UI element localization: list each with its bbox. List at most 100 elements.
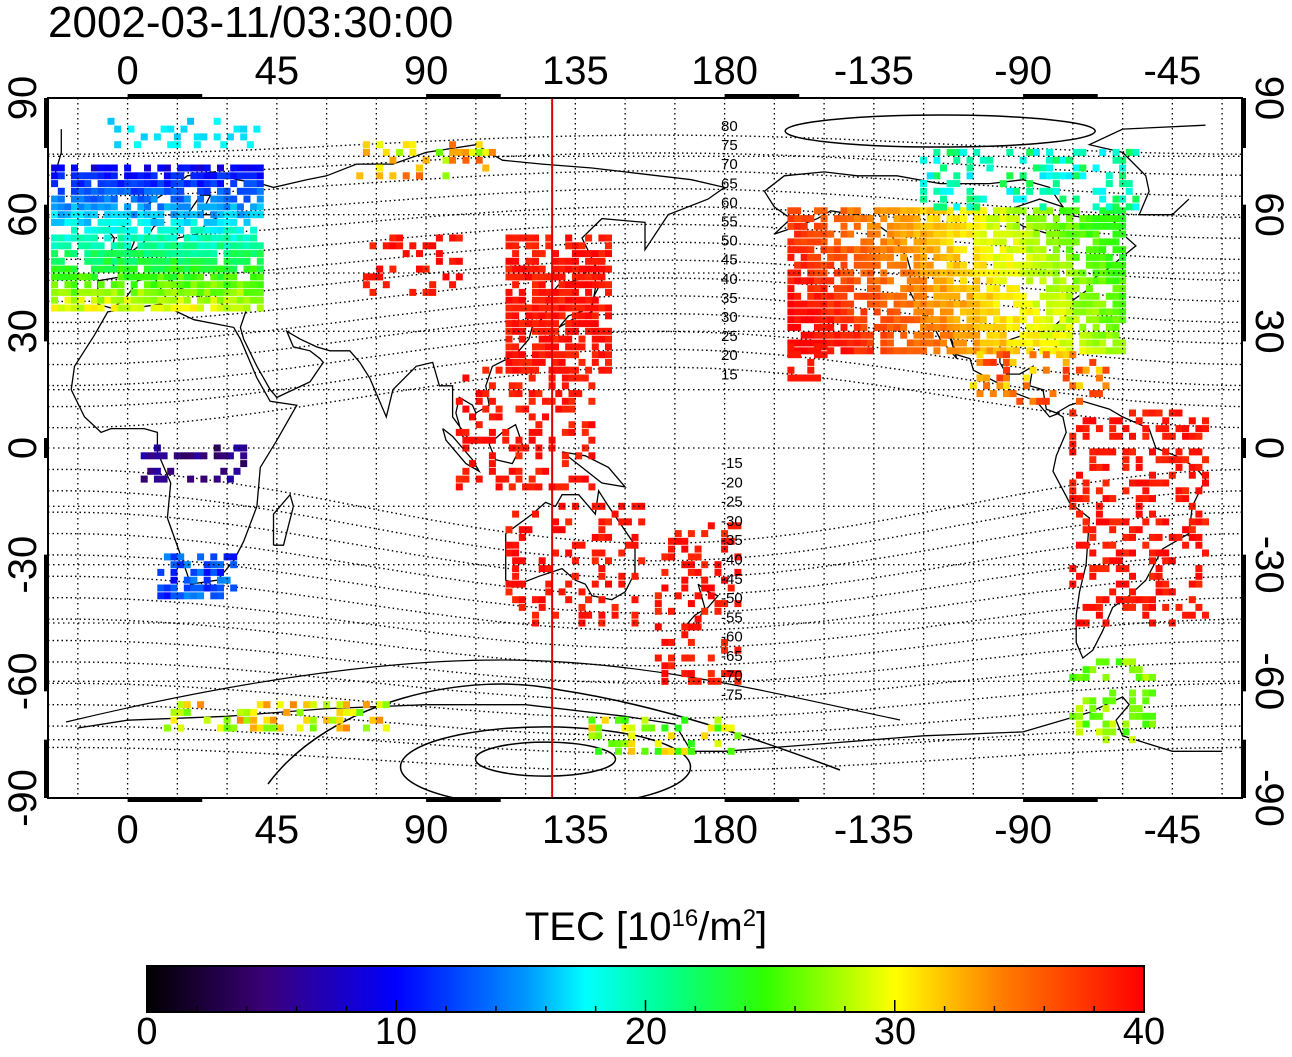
- tec-point: [973, 253, 981, 261]
- tec-point: [183, 265, 191, 273]
- tec-point: [1066, 300, 1073, 308]
- tec-point: [409, 148, 417, 156]
- tec-point: [993, 261, 1001, 269]
- tec-point: [618, 518, 626, 526]
- tec-point: [820, 292, 828, 300]
- tec-point: [1072, 308, 1080, 316]
- tec-point: [1129, 572, 1136, 580]
- tec-point: [1006, 148, 1014, 156]
- tec-point: [1105, 316, 1113, 324]
- tec-point: [953, 253, 961, 261]
- tec-point: [488, 452, 496, 460]
- tec-point: [1006, 339, 1014, 347]
- tec-point: [1052, 331, 1060, 339]
- tec-point: [552, 312, 559, 320]
- tec-point: [1066, 215, 1073, 223]
- tec-point: [953, 156, 961, 164]
- tec-point: [1052, 292, 1060, 300]
- tec-point: [213, 117, 221, 125]
- tec-point: [250, 203, 258, 211]
- tec-point: [369, 716, 377, 724]
- contour-line: [48, 725, 1242, 754]
- tec-point: [591, 273, 599, 281]
- tec-point: [1052, 261, 1060, 269]
- tec-point: [130, 180, 138, 188]
- tec-point: [243, 242, 251, 250]
- tec-point: [253, 125, 261, 133]
- tec-point: [1099, 261, 1107, 269]
- tec-point: [886, 277, 894, 285]
- tec-point: [568, 405, 576, 413]
- tec-point: [482, 405, 490, 413]
- tec-point: [256, 701, 264, 709]
- tec-point: [886, 331, 894, 339]
- tec-point: [1142, 495, 1150, 503]
- tec-point: [591, 343, 599, 351]
- tec-point: [681, 584, 689, 592]
- tec-point: [545, 273, 553, 281]
- tec-point: [1102, 448, 1110, 456]
- tec-point: [1102, 495, 1110, 503]
- tec-point: [449, 257, 457, 265]
- tec-point: [847, 277, 855, 285]
- frame-bar: [1242, 438, 1246, 458]
- tec-point: [1032, 207, 1040, 215]
- tec-point: [150, 265, 158, 273]
- tec-point: [250, 234, 258, 242]
- tec-point: [993, 238, 1001, 246]
- tec-point: [190, 273, 198, 281]
- tec-point: [568, 475, 576, 483]
- tec-point: [157, 242, 165, 250]
- tec-point: [1099, 215, 1107, 223]
- tec-point: [1089, 456, 1097, 464]
- tec-point: [946, 230, 954, 238]
- tec-point: [814, 374, 821, 382]
- tec-point: [605, 343, 612, 351]
- tec-point: [996, 351, 1004, 359]
- tec-point: [1026, 339, 1034, 347]
- tec-point: [110, 281, 118, 289]
- tec-point: [1109, 526, 1117, 534]
- tec-point: [64, 296, 72, 304]
- tec-point: [1039, 261, 1047, 269]
- tec-point: [130, 195, 138, 203]
- tec-point: [1162, 549, 1170, 557]
- tec-point: [57, 234, 65, 242]
- tec-point: [104, 180, 112, 188]
- tec-point: [585, 234, 593, 242]
- tec-point: [1079, 164, 1087, 172]
- tec-point: [130, 281, 138, 289]
- tec-point: [578, 343, 586, 351]
- tec-point: [631, 541, 639, 549]
- tec-point: [130, 226, 138, 234]
- tec-point: [900, 347, 908, 355]
- tec-point: [734, 553, 742, 561]
- tec-point: [170, 584, 178, 592]
- tec-point: [598, 257, 606, 265]
- tec-point: [1026, 277, 1034, 285]
- tec-point: [1105, 207, 1113, 215]
- tec-point: [1129, 432, 1136, 440]
- tec-point: [913, 339, 921, 347]
- tec-point: [97, 288, 105, 296]
- tec-point: [518, 265, 526, 273]
- tec-point: [906, 285, 914, 293]
- tec-point: [157, 234, 165, 242]
- tec-point: [940, 300, 947, 308]
- tec-point: [236, 242, 244, 250]
- tec-point: [144, 211, 151, 219]
- tec-point: [51, 288, 59, 296]
- contour-line: [48, 597, 1242, 649]
- tec-point: [1202, 456, 1209, 464]
- tec-point: [1039, 187, 1047, 195]
- tec-point: [256, 195, 264, 203]
- tec-point: [595, 732, 603, 740]
- tec-point: [137, 234, 145, 242]
- tec-point: [1182, 495, 1190, 503]
- tec-point: [71, 164, 78, 172]
- tec-point: [820, 207, 828, 215]
- tec-point: [97, 203, 105, 211]
- tec-point: [1085, 316, 1093, 324]
- tec-point: [512, 596, 520, 604]
- tec-point: [906, 316, 914, 324]
